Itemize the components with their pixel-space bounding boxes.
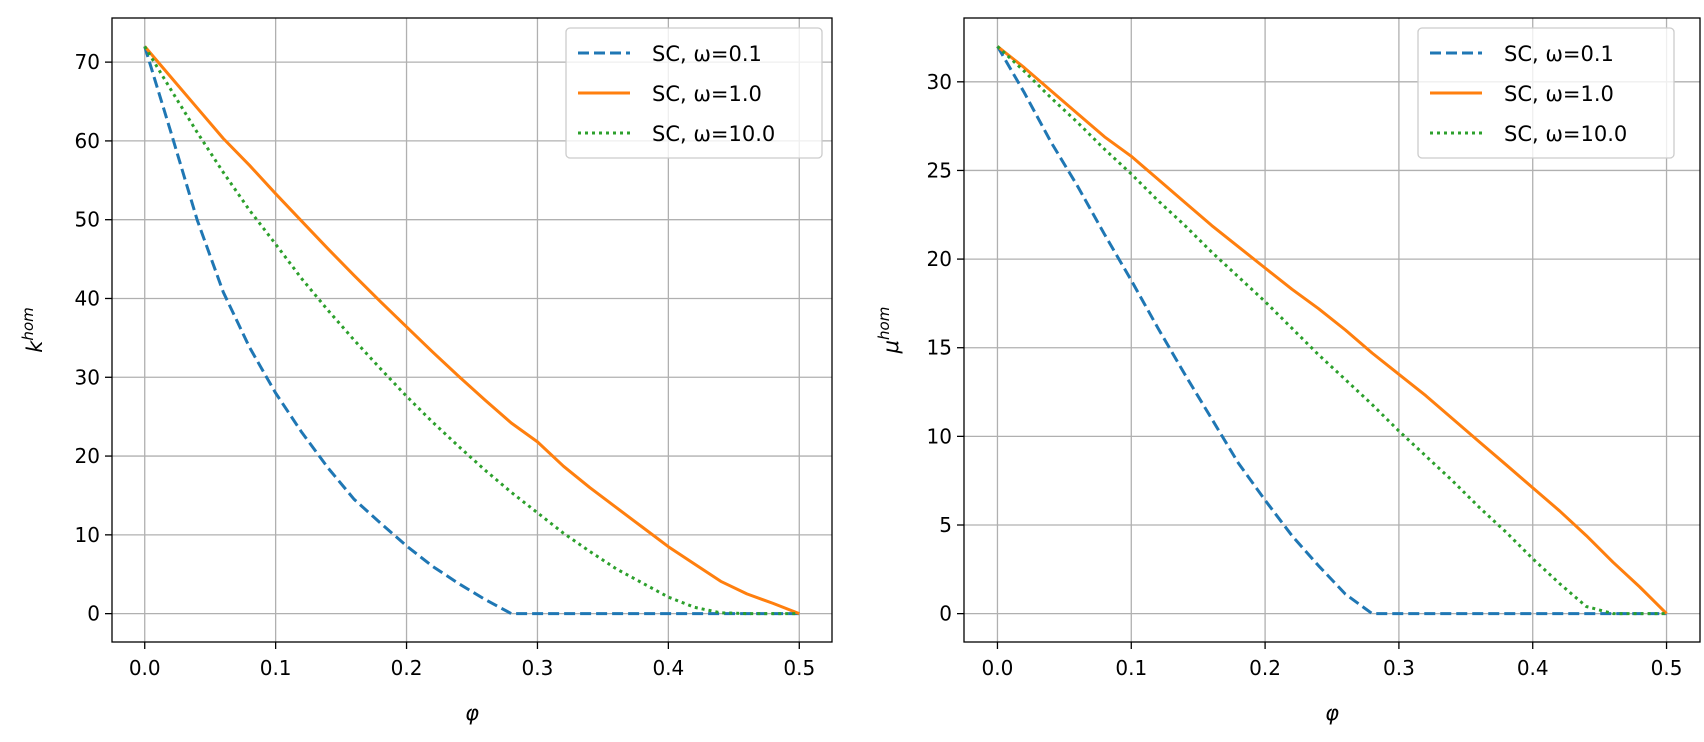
legend-label-series-1: SC, ω=0.1 [1504, 42, 1614, 66]
left-chart-y-tick-label: 40 [75, 286, 100, 310]
right-chart-series [996, 45, 1668, 616]
right-chart-x-axis-label: φ [1325, 701, 1339, 725]
right-chart-x-tick-label: 0.5 [1651, 656, 1683, 680]
left-chart-series-line-1 [143, 45, 800, 616]
right-chart-mu-hom: 0.0 0.1 0.2 0.3 0.4 0.5 0 5 10 15 20 25 30 φ μhom SC… [875, 17, 1701, 725]
right-chart-ticks: 0.0 0.1 0.2 0.3 0.4 0.5 0 5 10 15 20 25 30 [927, 70, 1683, 680]
left-chart-x-tick-label: 0.4 [652, 656, 684, 680]
left-chart-x-tick-label: 0.3 [522, 656, 554, 680]
left-chart-y-tick-label: 10 [75, 523, 100, 547]
left-chart-legend: SC, ω=0.1 SC, ω=1.0 SC, ω=10.0 [565, 27, 823, 159]
legend-label-series-2: SC, ω=1.0 [1504, 82, 1614, 106]
left-chart-series-line-2 [143, 45, 800, 615]
left-chart-y-tick-label: 0 [87, 602, 100, 626]
left-chart-grid [112, 18, 832, 642]
left-chart-y-tick-label: 20 [75, 444, 100, 468]
right-chart-y-tick-label: 25 [927, 158, 952, 182]
legend-box [565, 27, 823, 159]
right-chart-series-line-1 [996, 45, 1667, 616]
left-chart-x-tick-label: 0.0 [129, 656, 161, 680]
right-chart-series-line-2 [996, 45, 1668, 615]
left-chart-k-hom: 0.0 0.1 0.2 0.3 0.4 0.5 0 10 20 30 40 50 60 70 φ khom… [19, 17, 833, 725]
left-chart-y-tick-label: 60 [75, 129, 100, 153]
right-chart-y-tick-label: 10 [927, 424, 952, 448]
left-chart-series-line-3 [143, 45, 800, 616]
right-chart-series-line-3 [996, 45, 1667, 616]
right-chart-x-tick-label: 0.1 [1115, 656, 1147, 680]
left-chart-y-tick-label: 50 [75, 208, 100, 232]
left-chart-series [143, 45, 800, 616]
left-chart-ticks: 0.0 0.1 0.2 0.3 0.4 0.5 0 10 20 30 40 50 60 70 [75, 50, 816, 680]
right-chart-y-tick-label: 30 [927, 70, 952, 94]
legend-label-series-3: SC, ω=10.0 [1504, 122, 1627, 146]
legend-box [1417, 27, 1675, 159]
right-chart-y-tick-label: 0 [939, 602, 952, 626]
left-chart-x-tick-label: 0.1 [260, 656, 292, 680]
right-chart-x-tick-label: 0.4 [1517, 656, 1549, 680]
left-chart-y-axis-label: khom [19, 307, 47, 352]
right-chart-axes-frame [963, 17, 1701, 643]
left-chart-y-tick-label: 70 [75, 50, 100, 74]
left-chart-x-tick-label: 0.5 [783, 656, 815, 680]
left-chart-y-tick-label: 30 [75, 365, 100, 389]
legend-label-series-3: SC, ω=10.0 [652, 122, 775, 146]
legend-label-series-2: SC, ω=1.0 [652, 82, 762, 106]
right-chart-x-tick-label: 0.2 [1249, 656, 1281, 680]
left-chart-x-axis-label: φ [465, 701, 479, 725]
right-chart-y-tick-label: 15 [927, 336, 952, 360]
right-chart-x-tick-label: 0.3 [1383, 656, 1415, 680]
right-chart-x-tick-label: 0.0 [982, 656, 1014, 680]
right-chart-y-axis-label: μhom [875, 307, 903, 355]
right-chart-y-tick-label: 5 [939, 513, 952, 537]
right-chart-legend: SC, ω=0.1 SC, ω=1.0 SC, ω=10.0 [1417, 27, 1675, 159]
right-chart-y-tick-label: 20 [927, 247, 952, 271]
left-chart-axes-frame [111, 17, 833, 643]
legend-label-series-1: SC, ω=0.1 [652, 42, 762, 66]
left-chart-x-tick-label: 0.2 [391, 656, 423, 680]
